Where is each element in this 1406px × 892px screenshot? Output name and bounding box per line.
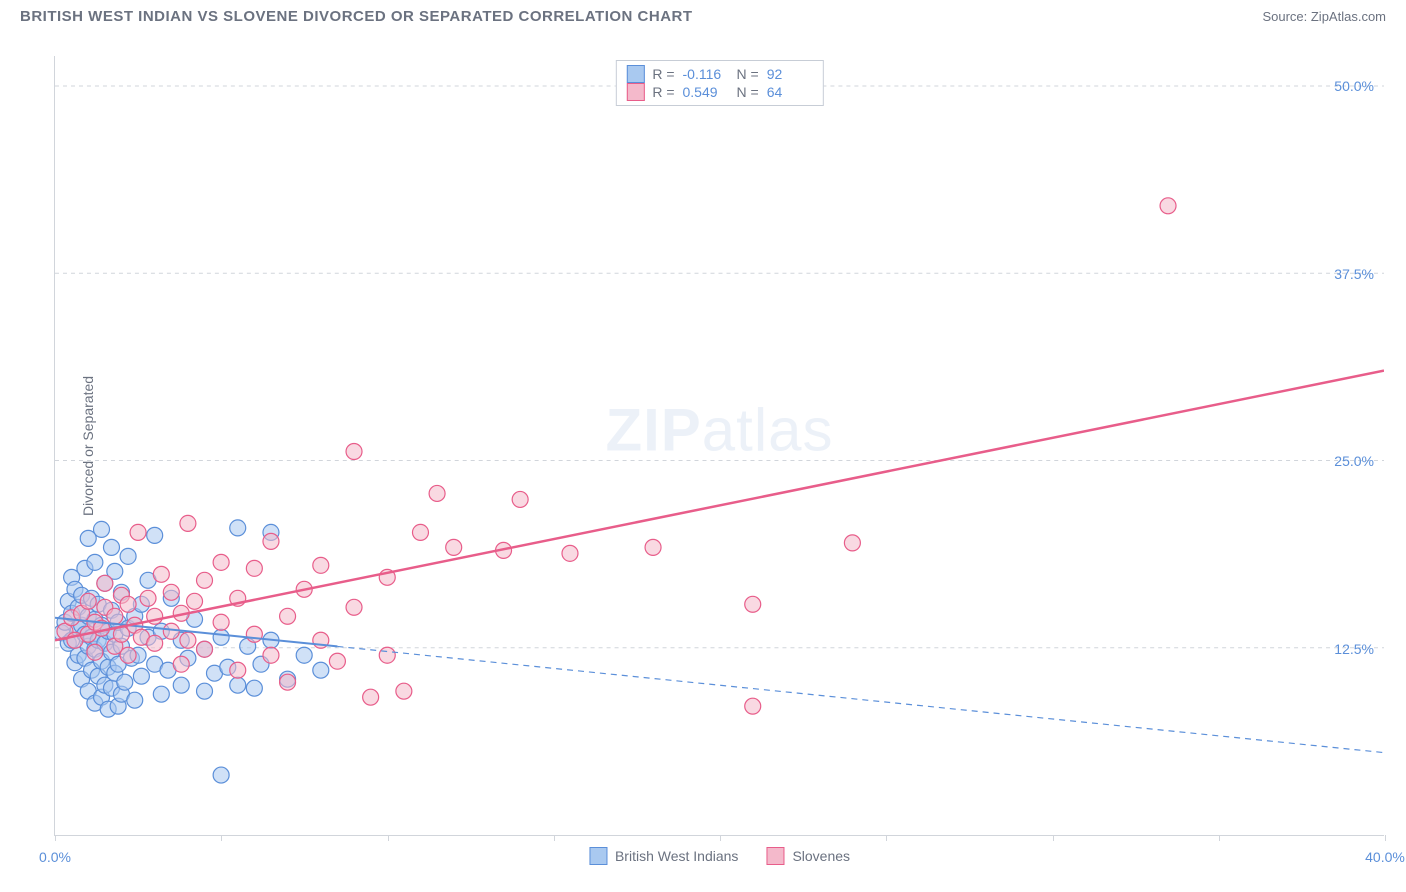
data-point: [446, 539, 462, 555]
data-point: [133, 668, 149, 684]
data-point: [263, 533, 279, 549]
data-point: [346, 444, 362, 460]
x-tick-label: 0.0%: [39, 849, 71, 865]
data-point: [87, 554, 103, 570]
data-point: [197, 683, 213, 699]
data-point: [163, 623, 179, 639]
data-point: [429, 485, 445, 501]
data-point: [296, 647, 312, 663]
data-point: [173, 677, 189, 693]
stat-r-value: -0.116: [683, 66, 729, 82]
legend: British West Indians Slovenes: [589, 847, 850, 865]
data-point: [173, 656, 189, 672]
data-point: [280, 608, 296, 624]
stat-row: R = -0.116 N = 92: [626, 65, 812, 83]
legend-swatch: [589, 847, 607, 865]
series-swatch: [626, 65, 644, 83]
legend-item: Slovenes: [766, 847, 850, 865]
data-point: [187, 593, 203, 609]
stat-n-value: 92: [767, 66, 813, 82]
data-point: [120, 596, 136, 612]
stat-r-label: R =: [652, 66, 674, 82]
data-point: [412, 524, 428, 540]
data-point: [313, 662, 329, 678]
data-point: [363, 689, 379, 705]
data-point: [213, 614, 229, 630]
data-point: [329, 653, 345, 669]
data-point: [645, 539, 661, 555]
data-point: [213, 554, 229, 570]
series-swatch: [626, 83, 644, 101]
data-point: [127, 692, 143, 708]
data-point: [97, 575, 113, 591]
data-point: [1160, 198, 1176, 214]
data-point: [180, 515, 196, 531]
stat-r-value: 0.549: [683, 84, 729, 100]
data-point: [140, 590, 156, 606]
source-label: Source: ZipAtlas.com: [1262, 9, 1386, 24]
stat-n-value: 64: [767, 84, 813, 100]
chart-title: BRITISH WEST INDIAN VS SLOVENE DIVORCED …: [20, 8, 693, 25]
data-point: [512, 491, 528, 507]
data-point: [346, 599, 362, 615]
y-tick-label: 25.0%: [1334, 453, 1374, 469]
trend-line-extrapolated: [337, 646, 1384, 752]
data-point: [130, 524, 146, 540]
data-point: [103, 539, 119, 555]
trend-line: [55, 371, 1384, 641]
stat-row: R = 0.549 N = 64: [626, 83, 812, 101]
y-tick-label: 37.5%: [1334, 266, 1374, 282]
data-point: [197, 641, 213, 657]
data-point: [745, 596, 761, 612]
data-point: [230, 520, 246, 536]
scatter-plot: [55, 56, 1384, 835]
data-point: [230, 662, 246, 678]
data-point: [230, 677, 246, 693]
data-point: [562, 545, 578, 561]
legend-label: Slovenes: [792, 848, 850, 864]
data-point: [280, 674, 296, 690]
legend-swatch: [766, 847, 784, 865]
data-point: [94, 521, 110, 537]
data-point: [396, 683, 412, 699]
legend-label: British West Indians: [615, 848, 738, 864]
stat-n-label: N =: [737, 66, 759, 82]
data-point: [246, 680, 262, 696]
data-point: [153, 686, 169, 702]
data-point: [263, 647, 279, 663]
stat-r-label: R =: [652, 84, 674, 100]
stat-n-label: N =: [737, 84, 759, 100]
correlation-stats-box: R = -0.116 N = 92 R = 0.549 N = 64: [615, 60, 823, 106]
y-tick-label: 12.5%: [1334, 641, 1374, 657]
data-point: [87, 644, 103, 660]
data-point: [313, 557, 329, 573]
data-point: [147, 527, 163, 543]
data-point: [213, 767, 229, 783]
data-point: [246, 560, 262, 576]
chart-area: ZIPatlas R =-0.116N =92R =0.549N =64 12.…: [54, 56, 1384, 836]
data-point: [246, 626, 262, 642]
data-point: [153, 566, 169, 582]
data-point: [844, 535, 860, 551]
y-tick-label: 50.0%: [1334, 78, 1374, 94]
data-point: [117, 674, 133, 690]
data-point: [120, 548, 136, 564]
data-point: [213, 629, 229, 645]
data-point: [163, 584, 179, 600]
data-point: [107, 608, 123, 624]
data-point: [80, 593, 96, 609]
data-point: [180, 632, 196, 648]
data-point: [197, 572, 213, 588]
data-point: [120, 647, 136, 663]
x-tick-label: 40.0%: [1365, 849, 1405, 865]
data-point: [745, 698, 761, 714]
data-point: [147, 635, 163, 651]
legend-item: British West Indians: [589, 847, 738, 865]
data-point: [379, 647, 395, 663]
